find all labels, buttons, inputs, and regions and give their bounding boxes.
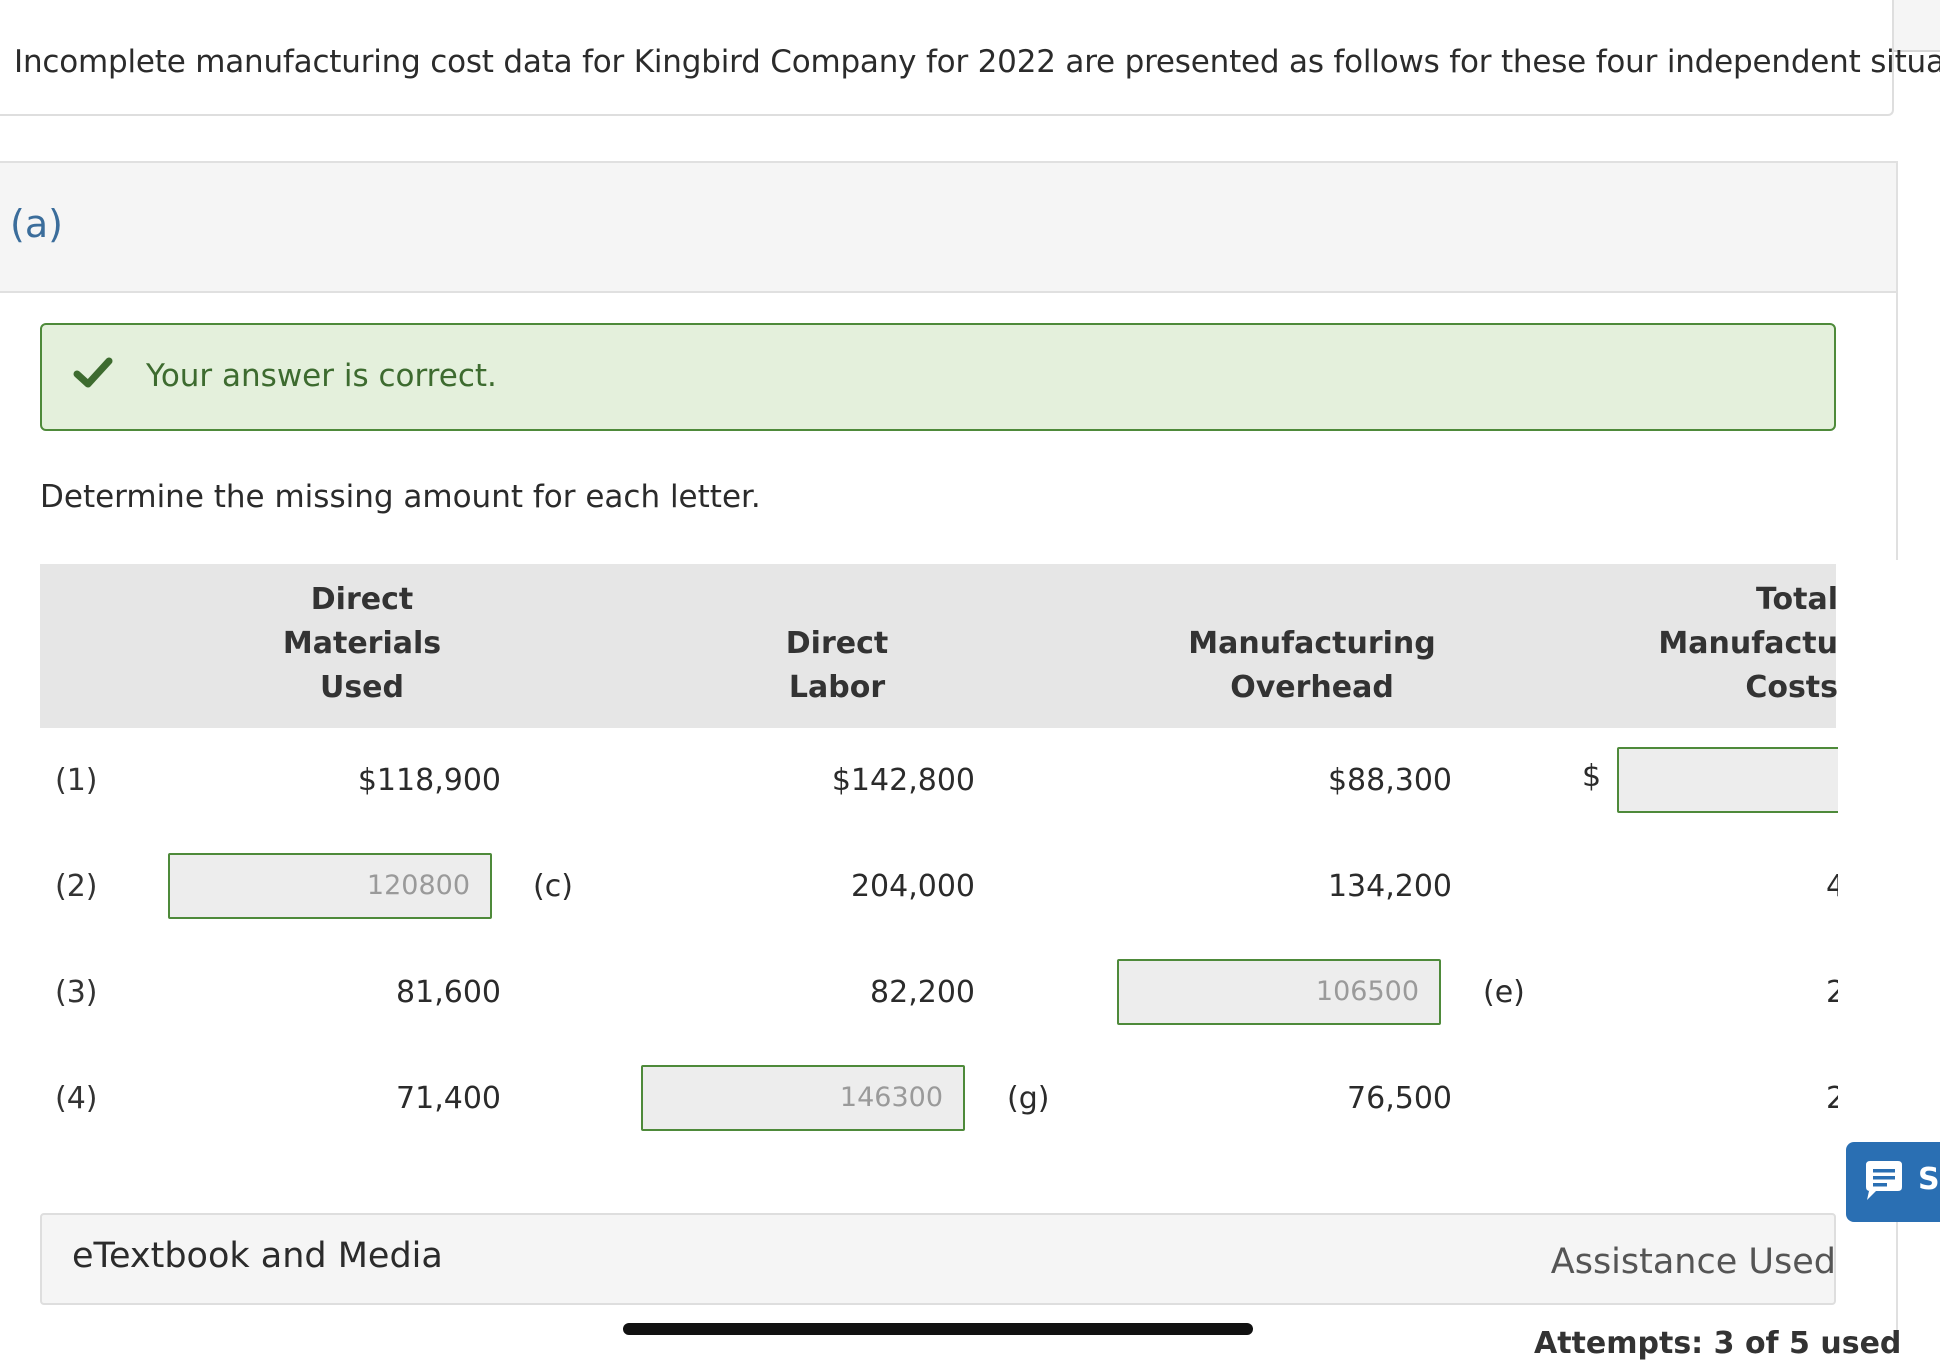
support-chat-button[interactable]: S [1846, 1142, 1940, 1222]
missing-letter-label: (c) [533, 869, 573, 904]
row-label: (2) [55, 869, 98, 904]
row-label: (1) [55, 763, 98, 798]
etextbook-media-label: eTextbook and Media [72, 1236, 443, 1276]
section-label: (a) [10, 202, 63, 246]
chat-button-label: S [1918, 1162, 1940, 1197]
header-direct-materials-used: Direct Materials Used [282, 582, 442, 705]
currency-symbol: $ [1582, 759, 1602, 794]
row-label: (3) [55, 975, 98, 1010]
cell-manufacturing-overhead: $88,300 [1327, 763, 1452, 798]
direct-materials-input[interactable]: 120800 [168, 853, 492, 919]
problem-intro-text: Incomplete manufacturing cost data for K… [14, 44, 1940, 80]
cell-direct-labor: $142,800 [831, 763, 975, 798]
header-total-manufacturing-costs: Total Manufactu Costs [1658, 582, 1838, 705]
question-instruction: Determine the missing amount for each le… [40, 479, 761, 515]
table-header [40, 564, 1836, 728]
manufacturing-overhead-input[interactable]: 106500 [1117, 959, 1441, 1025]
cell-direct-materials: 81,600 [396, 975, 501, 1010]
cell-direct-materials: $118,900 [357, 763, 501, 798]
intro-card [0, 0, 1894, 116]
attempts-counter: Attempts: 3 of 5 used [1534, 1326, 1902, 1361]
etextbook-panel[interactable] [40, 1213, 1836, 1305]
checkmark-icon [73, 357, 113, 388]
cell-direct-materials: 71,400 [396, 1081, 501, 1116]
missing-letter-label: (e) [1483, 975, 1525, 1010]
direct-labor-input[interactable]: 146300 [641, 1065, 965, 1131]
assistance-used-label: Assistance Used [1550, 1242, 1836, 1282]
home-indicator[interactable] [623, 1323, 1253, 1335]
header-direct-labor: Direct Labor [785, 626, 889, 705]
answer-correct-text: Your answer is correct. [146, 358, 497, 394]
missing-letter-label: (g) [1007, 1081, 1050, 1116]
cell-direct-labor: 204,000 [850, 869, 975, 904]
section-header [0, 161, 1898, 293]
header-manufacturing-overhead: Manufacturing Overhead [1188, 626, 1436, 705]
cell-manufacturing-overhead: 134,200 [1327, 869, 1452, 904]
answer-correct-banner [40, 323, 1836, 431]
row-label: (4) [55, 1081, 98, 1116]
table-clip-mask [1838, 560, 1940, 1180]
cell-direct-labor: 82,200 [870, 975, 975, 1010]
chat-bubble-icon [1866, 1161, 1902, 1200]
cell-manufacturing-overhead: 76,500 [1347, 1081, 1452, 1116]
